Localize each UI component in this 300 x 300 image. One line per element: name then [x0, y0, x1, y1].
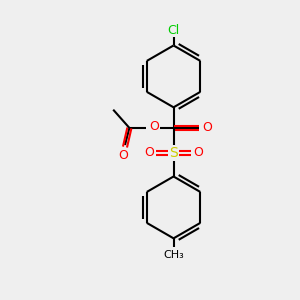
Text: O: O [202, 122, 212, 134]
Text: O: O [144, 146, 154, 159]
Text: Cl: Cl [167, 24, 180, 37]
Text: O: O [149, 120, 159, 133]
Text: O: O [194, 146, 203, 159]
Text: O: O [118, 149, 128, 162]
Text: S: S [169, 146, 178, 160]
Text: CH₃: CH₃ [163, 250, 184, 260]
